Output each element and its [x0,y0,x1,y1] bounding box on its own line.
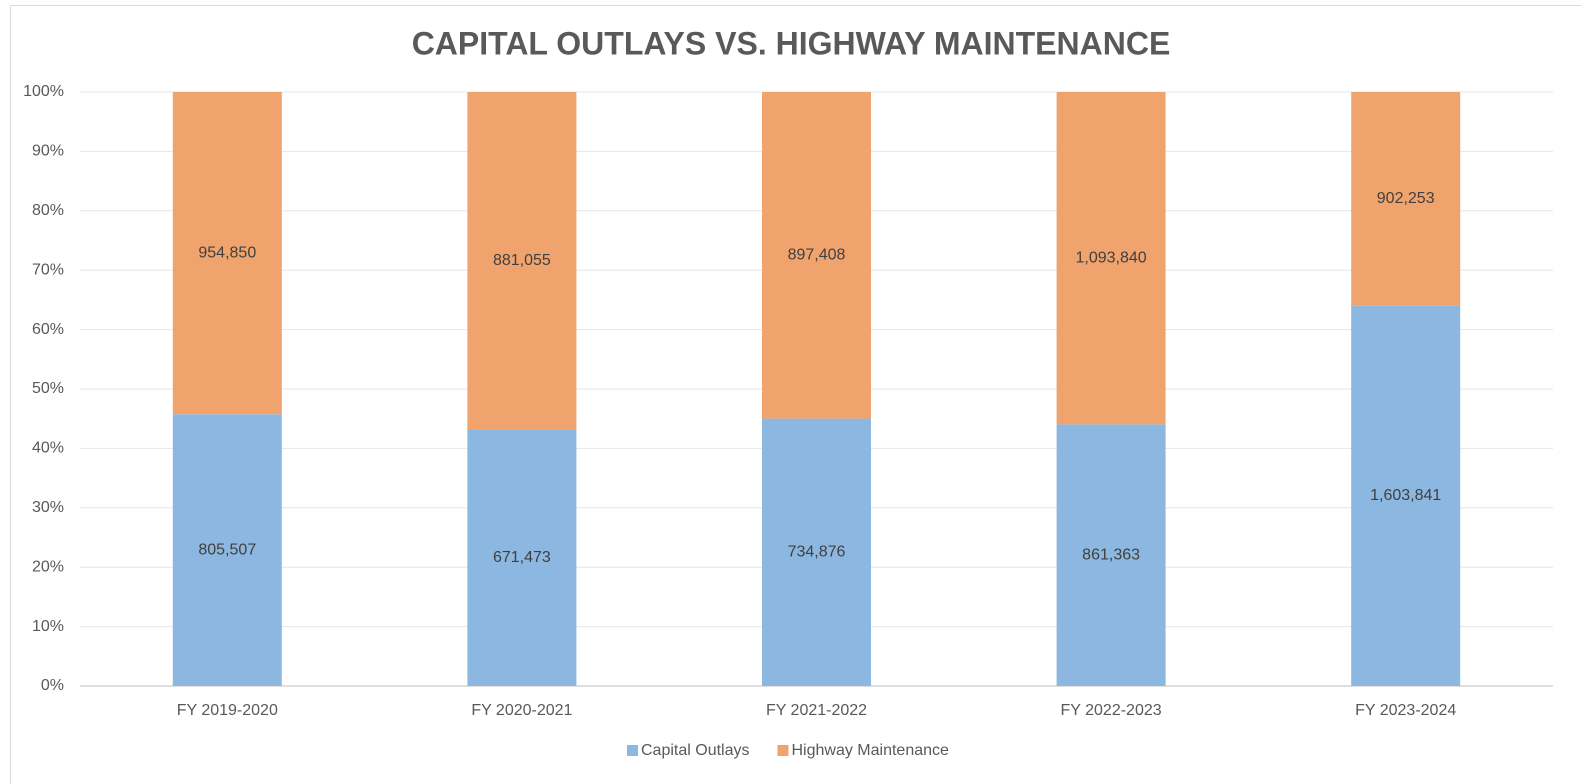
y-tick-label: 90% [32,143,64,160]
data-label: 861,363 [1082,546,1140,563]
bar-segment [762,418,871,686]
y-tick-label: 10% [32,618,64,635]
y-tick-label: 70% [32,261,64,278]
y-tick-label: 100% [23,83,64,100]
bar-segment [1351,92,1461,306]
data-label: 881,055 [493,252,551,269]
x-tick-label: FY 2019-2020 [177,702,278,719]
legend-label: Highway Maintenance [792,742,950,759]
bar-segment [1056,424,1166,686]
data-label: 734,876 [788,544,846,561]
bar-segment [172,414,282,686]
data-label: 902,253 [1377,190,1435,207]
y-tick-label: 80% [32,202,64,219]
bar-segment [467,429,577,686]
y-tick-label: 40% [32,440,64,457]
x-tick-label: FY 2021-2022 [766,702,867,719]
y-tick-label: 0% [41,677,64,694]
bar-segment [1056,92,1166,425]
bar-segment [467,92,577,430]
x-tick-label: FY 2023-2024 [1355,702,1456,719]
chart-title: CAPITAL OUTLAYS VS. HIGHWAY MAINTENANCE [412,25,1171,61]
y-tick-label: 50% [32,380,64,397]
legend-label: Capital Outlays [641,742,750,759]
bar-segment [762,92,871,419]
data-label: 954,850 [198,244,256,261]
y-tick-label: 20% [32,558,64,575]
data-label: 805,507 [198,541,256,558]
data-label: 1,093,840 [1076,249,1147,266]
y-tick-label: 30% [32,499,64,516]
legend-swatch [777,745,789,756]
data-label: 671,473 [493,549,551,566]
legend-swatch [627,745,638,756]
bar-segment [1351,305,1461,686]
data-label: 1,603,841 [1370,487,1441,504]
y-tick-label: 60% [32,321,64,338]
x-tick-label: FY 2020-2021 [471,702,572,719]
data-label: 897,408 [788,247,846,264]
x-tick-label: FY 2022-2023 [1061,702,1162,719]
bar-segment [172,92,282,415]
